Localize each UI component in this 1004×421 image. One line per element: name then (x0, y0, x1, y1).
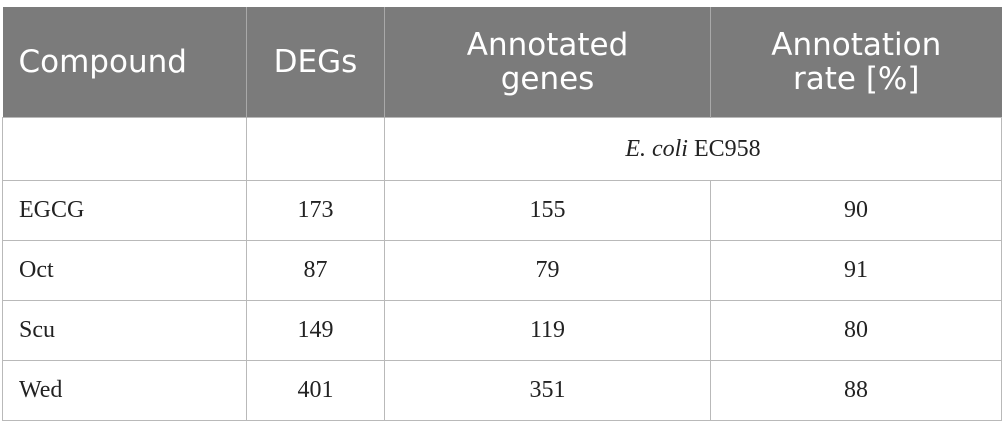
cell-degs: 401 (246, 360, 385, 421)
empty-cell (2, 117, 247, 181)
group-label-organism: E. coli (625, 135, 688, 162)
cell-degs: 87 (246, 240, 385, 301)
cell-annotation-rate: 80 (710, 300, 1002, 361)
cell-annotated-genes: 79 (384, 240, 711, 301)
table-row: Wed 401 351 88 (2, 360, 1002, 421)
cell-annotated-genes: 155 (384, 180, 711, 241)
header-annotation-rate-line-1: Annotation (771, 27, 942, 63)
compound-deg-table: Compound DEGs Annotated genes Annotation… (2, 7, 1002, 421)
cell-annotated-genes: 351 (384, 360, 711, 421)
cell-annotation-rate: 91 (710, 240, 1002, 301)
header-row: Compound DEGs Annotated genes Annotation… (2, 7, 1002, 118)
table-row: Scu 149 119 80 (2, 300, 1002, 361)
header-annotation-rate: Annotation rate [%] (710, 7, 1002, 118)
group-label: E. coli EC958 (384, 117, 1002, 181)
cell-annotated-genes: 119 (384, 300, 711, 361)
header-degs-line-1: DEGs (273, 44, 358, 80)
cell-compound: Oct (2, 240, 247, 301)
header-annotated-genes: Annotated genes (384, 7, 711, 118)
cell-annotation-rate: 88 (710, 360, 1002, 421)
cell-degs: 173 (246, 180, 385, 241)
header-degs: DEGs (246, 7, 385, 118)
table-row: EGCG 173 155 90 (2, 180, 1002, 241)
table-body: E. coli EC958 EGCG 173 155 90 Oct 87 79 … (2, 117, 1002, 421)
group-label-row: E. coli EC958 (2, 117, 1002, 181)
header-annotated-genes-line-2: genes (500, 61, 595, 97)
header-annotated-genes-line-1: Annotated (466, 27, 629, 63)
cell-compound: Scu (2, 300, 247, 361)
table-header: Compound DEGs Annotated genes Annotation… (2, 7, 1002, 118)
header-compound: Compound (2, 7, 247, 118)
group-label-strain: EC958 (693, 135, 761, 162)
empty-cell (246, 117, 385, 181)
cell-annotation-rate: 90 (710, 180, 1002, 241)
header-annotation-rate-line-2: rate [%] (793, 61, 920, 97)
cell-compound: EGCG (2, 180, 247, 241)
cell-degs: 149 (246, 300, 385, 361)
header-compound-line-1: Compound (18, 44, 187, 80)
cell-compound: Wed (2, 360, 247, 421)
table-row: Oct 87 79 91 (2, 240, 1002, 301)
